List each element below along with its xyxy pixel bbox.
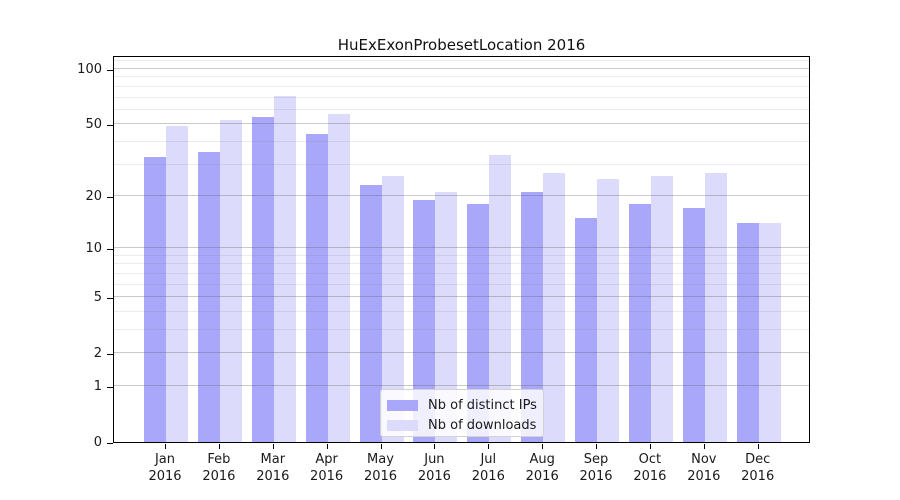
minor-gridline bbox=[114, 108, 809, 110]
minor-gridline bbox=[114, 263, 809, 265]
y-tick-label: 1 bbox=[93, 379, 102, 394]
x-tick-mark bbox=[380, 444, 382, 449]
minor-gridline bbox=[114, 272, 809, 274]
minor-gridline bbox=[114, 329, 809, 330]
minor-gridline bbox=[114, 310, 809, 312]
x-tick-label: Mar 2016 bbox=[256, 452, 290, 484]
bar-distinct-ips bbox=[521, 192, 544, 442]
y-tick-label: 100 bbox=[77, 62, 102, 77]
bar-distinct-ips bbox=[575, 217, 597, 442]
bar-downloads bbox=[381, 175, 404, 442]
x-tick-mark bbox=[326, 444, 328, 449]
bar-distinct-ips bbox=[144, 157, 166, 442]
x-tick-mark bbox=[165, 444, 166, 449]
major-gridline bbox=[114, 352, 809, 354]
minor-gridline bbox=[114, 85, 809, 87]
x-tick-label: Apr 2016 bbox=[310, 452, 344, 484]
y-tick-mark bbox=[107, 443, 113, 444]
chart-title: HuExExonProbesetLocation 2016 bbox=[337, 36, 586, 54]
bar-downloads bbox=[489, 154, 512, 442]
bar-distinct-ips bbox=[251, 116, 274, 442]
bar-downloads bbox=[219, 119, 242, 442]
x-tick-mark bbox=[218, 444, 220, 449]
x-tick-label: Jul 2016 bbox=[471, 452, 505, 484]
bar-downloads bbox=[327, 113, 350, 442]
minor-gridline bbox=[114, 163, 809, 165]
y-tick-mark bbox=[107, 125, 113, 127]
x-tick-label: Feb 2016 bbox=[202, 452, 236, 484]
y-tick-mark bbox=[107, 298, 113, 300]
major-gridline bbox=[114, 247, 809, 249]
bar-distinct-ips bbox=[197, 152, 220, 442]
y-tick-label: 2 bbox=[93, 346, 102, 362]
x-tick-label: Oct 2016 bbox=[633, 452, 667, 484]
x-tick-mark bbox=[649, 444, 651, 449]
major-gridline bbox=[114, 194, 809, 196]
bar-downloads bbox=[650, 175, 673, 442]
legend-swatch bbox=[387, 420, 418, 431]
y-tick-label: 20 bbox=[85, 188, 102, 204]
y-tick-mark bbox=[107, 70, 113, 71]
bar-distinct-ips bbox=[682, 208, 705, 442]
legend-swatch bbox=[387, 400, 418, 411]
major-gridline bbox=[114, 296, 809, 298]
x-tick-label: Jan 2016 bbox=[148, 452, 182, 484]
y-tick-mark bbox=[107, 249, 113, 251]
x-tick-label: Jun 2016 bbox=[417, 452, 451, 484]
y-tick-label: 0 bbox=[93, 435, 102, 450]
x-tick-mark bbox=[542, 444, 544, 449]
bar-distinct-ips bbox=[359, 185, 382, 442]
x-tick-label: May 2016 bbox=[363, 452, 398, 484]
y-tick-label: 50 bbox=[85, 117, 102, 133]
y-tick-label: 10 bbox=[85, 241, 102, 257]
x-tick-label: Sep 2016 bbox=[579, 452, 613, 484]
major-gridline bbox=[114, 68, 809, 69]
bar-downloads bbox=[704, 172, 727, 442]
legend-item-distinct-ips: Nb of distinct IPs bbox=[381, 397, 543, 414]
x-tick-mark bbox=[272, 444, 274, 449]
minor-gridline bbox=[114, 60, 809, 62]
bar-distinct-ips bbox=[467, 204, 490, 442]
minor-gridline bbox=[114, 96, 809, 98]
bar-downloads bbox=[597, 178, 619, 442]
bar-downloads bbox=[166, 125, 188, 442]
legend: Nb of distinct IPs Nb of downloads bbox=[380, 389, 544, 437]
plot-area bbox=[113, 56, 810, 443]
x-tick-label: Aug 2016 bbox=[525, 452, 559, 484]
legend-label: Nb of distinct IPs bbox=[428, 398, 537, 413]
bar-downloads bbox=[435, 192, 458, 442]
x-tick-mark bbox=[703, 444, 705, 449]
x-tick-label: Dec 2016 bbox=[741, 452, 775, 484]
bar-distinct-ips bbox=[413, 199, 436, 442]
bar-distinct-ips bbox=[305, 134, 328, 442]
minor-gridline bbox=[114, 283, 809, 285]
bar-distinct-ips bbox=[736, 223, 759, 442]
major-gridline bbox=[114, 123, 809, 125]
y-tick-mark bbox=[107, 196, 113, 198]
bar-downloads bbox=[273, 96, 296, 442]
minor-gridline bbox=[114, 140, 809, 142]
x-tick-mark bbox=[757, 444, 759, 449]
x-tick-mark bbox=[434, 444, 436, 449]
y-tick-mark bbox=[107, 387, 113, 388]
minor-gridline bbox=[114, 254, 809, 256]
minor-gridline bbox=[114, 76, 809, 78]
legend-label: Nb of downloads bbox=[428, 418, 537, 433]
bar-downloads bbox=[758, 223, 781, 442]
x-tick-label: Nov 2016 bbox=[687, 452, 721, 484]
x-tick-mark bbox=[596, 444, 597, 449]
bar-downloads bbox=[543, 172, 566, 442]
major-gridline bbox=[114, 385, 809, 386]
bar-distinct-ips bbox=[628, 204, 651, 442]
y-tick-mark bbox=[107, 354, 113, 356]
legend-item-downloads: Nb of downloads bbox=[381, 417, 543, 434]
x-tick-mark bbox=[488, 444, 490, 449]
y-tick-label: 5 bbox=[93, 290, 102, 306]
